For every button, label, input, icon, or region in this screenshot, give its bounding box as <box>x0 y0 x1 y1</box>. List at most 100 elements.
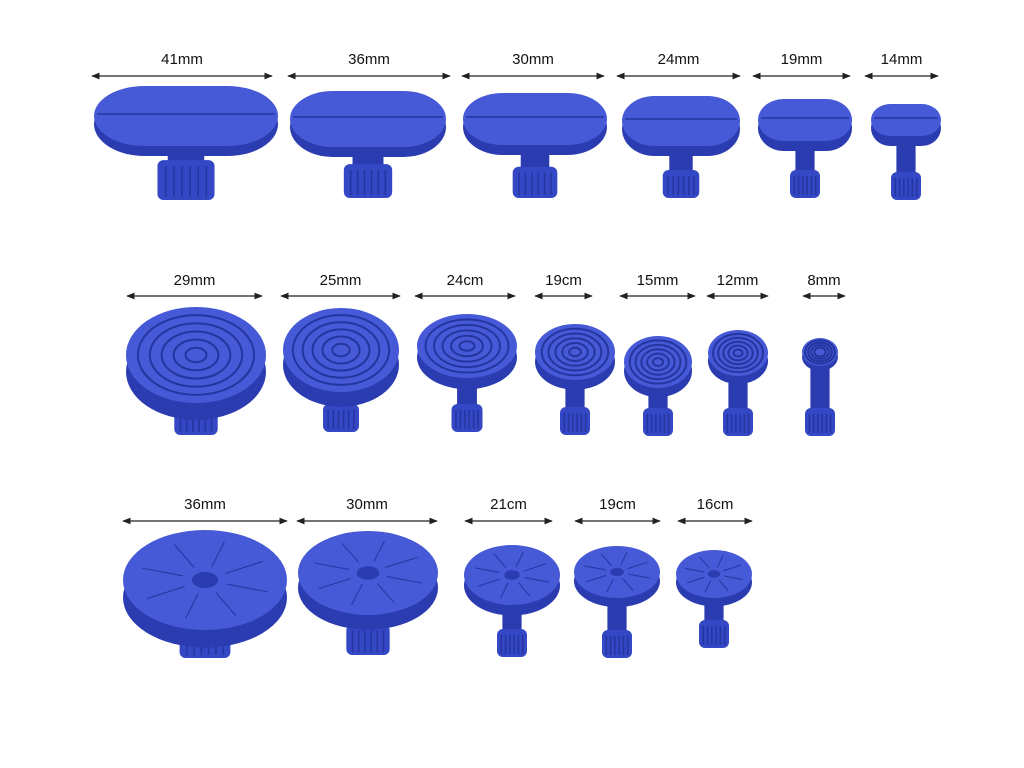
size-label: 19mm <box>781 51 823 68</box>
size-label: 36mm <box>184 496 226 513</box>
tab-spokes: 30mm <box>296 496 438 655</box>
head-spoke <box>524 576 549 583</box>
head-spoke <box>699 556 710 569</box>
collar <box>723 408 753 436</box>
head-ring <box>547 332 603 372</box>
head-center <box>610 567 624 577</box>
head-ring <box>568 346 582 358</box>
size-label: 12mm <box>717 272 759 289</box>
head-spoke <box>523 563 547 572</box>
head <box>871 104 941 136</box>
collar <box>891 172 921 200</box>
head-spoke <box>146 586 185 600</box>
head-spoke <box>385 556 418 568</box>
head-ring <box>628 339 688 385</box>
size-label: 30mm <box>512 51 554 68</box>
collar <box>643 408 673 436</box>
head-spoke <box>373 540 385 562</box>
head-ring <box>331 342 351 358</box>
head-ring <box>540 327 610 377</box>
size-label: 24mm <box>658 51 700 68</box>
head-ring <box>433 323 501 369</box>
collar <box>602 630 632 658</box>
tab-oval: 30mm <box>461 51 607 198</box>
head-spoke <box>684 567 704 573</box>
head-ring <box>813 346 827 358</box>
head-ring <box>646 352 670 372</box>
head-spoke <box>724 575 744 581</box>
head-ring <box>640 348 676 376</box>
head-ring <box>717 336 759 370</box>
head-spoke <box>517 582 531 597</box>
head-spoke <box>723 564 742 572</box>
head-center <box>191 572 219 588</box>
size-label: 24cm <box>447 272 484 289</box>
size-label: 41mm <box>161 51 203 68</box>
head <box>126 307 266 403</box>
head-center <box>707 570 721 578</box>
head <box>417 314 517 378</box>
tab-spokes: 21cm <box>464 496 560 657</box>
tab-oval: 36mm <box>287 51 451 198</box>
head-spoke <box>493 553 507 568</box>
head-ring <box>291 314 391 386</box>
head-ring <box>810 344 830 360</box>
head-ring <box>804 339 836 365</box>
collar <box>805 408 835 436</box>
tab-spokes: 36mm <box>122 496 288 658</box>
tab-rings: 8mm <box>802 272 846 436</box>
head-ring <box>634 343 682 381</box>
collar <box>662 170 700 198</box>
head-spoke <box>704 580 712 593</box>
head <box>624 336 692 388</box>
head-ring <box>732 348 744 358</box>
head-spoke <box>341 542 360 563</box>
head-spoke <box>584 565 606 571</box>
size-label: 15mm <box>637 272 679 289</box>
size-label: 14mm <box>881 51 923 68</box>
head-spoke <box>515 551 524 568</box>
tab-oval: 19mm <box>752 51 852 198</box>
head-spoke <box>716 555 724 568</box>
head-ring <box>712 332 764 374</box>
head-spoke <box>686 576 705 584</box>
head-spoke <box>225 560 264 574</box>
head-ring <box>136 314 256 396</box>
head-ring <box>160 330 232 380</box>
collar <box>512 166 558 198</box>
head <box>622 96 740 146</box>
head <box>708 330 768 376</box>
collar <box>451 404 483 432</box>
size-label: 16cm <box>697 496 734 513</box>
size-label: 30mm <box>346 496 388 513</box>
size-label: 36mm <box>348 51 390 68</box>
head-ring <box>184 346 208 364</box>
tab-spokes: 16cm <box>676 496 753 648</box>
head-spoke <box>606 578 614 593</box>
collar <box>346 624 390 655</box>
tab-rings: 15mm <box>619 272 696 436</box>
tab-rings: 25mm <box>280 272 401 432</box>
head-spoke <box>226 583 268 593</box>
head-ring <box>301 321 381 379</box>
head-spoke <box>475 567 500 574</box>
head-ring <box>727 344 749 362</box>
head-spoke <box>174 544 195 568</box>
head <box>290 91 446 147</box>
head-spoke <box>627 561 648 570</box>
tab-oval: 24mm <box>616 51 741 198</box>
head-spoke <box>211 541 225 567</box>
collar <box>497 629 527 657</box>
head-spoke <box>215 592 236 616</box>
head-spoke <box>142 567 184 577</box>
head-center <box>504 570 520 580</box>
head-ring <box>458 340 476 352</box>
tab-rings: 12mm <box>706 272 769 436</box>
head-spoke <box>500 582 509 599</box>
size-label: 25mm <box>320 272 362 289</box>
head-ring <box>148 322 244 388</box>
head-spoke <box>386 575 422 584</box>
head-spoke <box>600 553 612 566</box>
head-spoke <box>718 579 729 592</box>
